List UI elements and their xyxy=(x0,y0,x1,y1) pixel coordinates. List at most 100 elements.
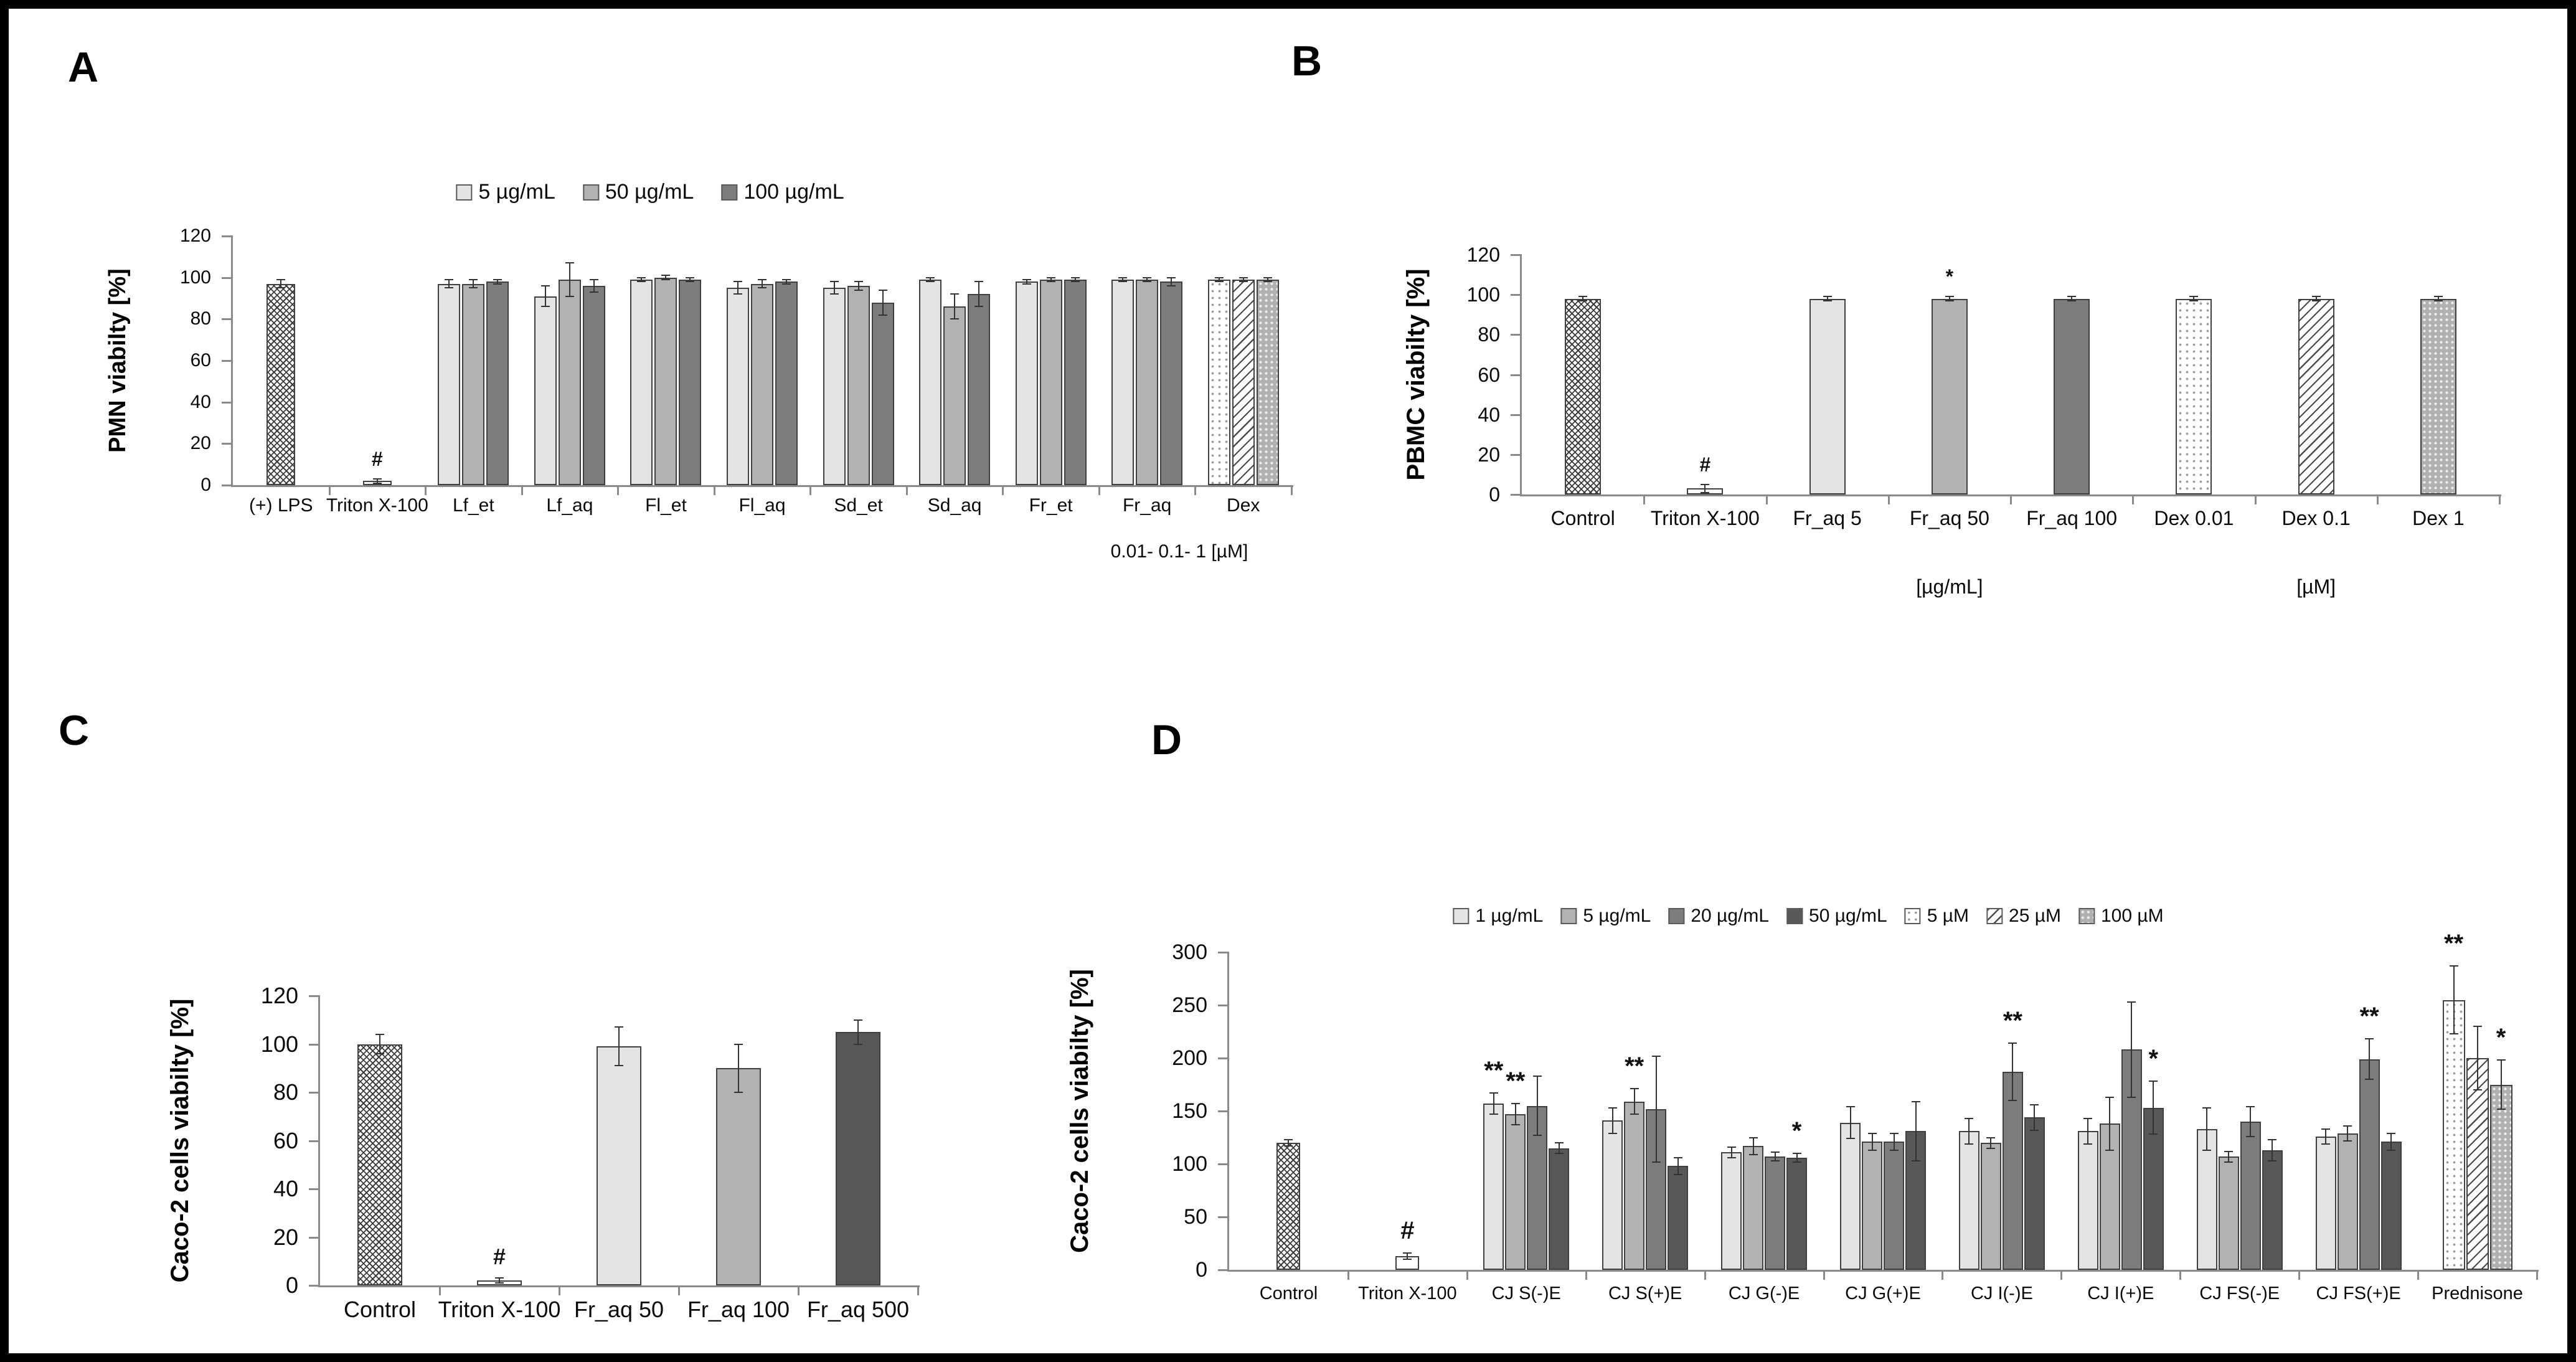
error-bar-cap xyxy=(878,289,887,291)
bar xyxy=(716,1068,761,1285)
sig-marker: ** xyxy=(2443,930,2464,958)
bar xyxy=(534,296,557,485)
x-tick-label: (+) LPS xyxy=(248,495,313,516)
error-bar-cap xyxy=(2083,1117,2093,1119)
bar xyxy=(267,283,296,485)
bar xyxy=(1483,1104,1504,1270)
error-bar-cap xyxy=(1651,1161,1661,1163)
x-axis-group-tick xyxy=(2010,494,2012,504)
bar xyxy=(1549,1148,1570,1270)
error-bar-cap xyxy=(1167,285,1176,286)
error-bar-cap xyxy=(1511,1124,1520,1126)
y-tick-label: 300 xyxy=(1172,940,1207,964)
legend-label: 100 µM xyxy=(2100,906,2164,926)
y-tick xyxy=(1511,334,1522,336)
legend-swatch xyxy=(1668,908,1685,924)
bar xyxy=(2077,1131,2098,1270)
error-bar xyxy=(930,277,932,282)
error-bar xyxy=(1536,1076,1538,1136)
bar xyxy=(1840,1122,1861,1270)
error-bar-cap xyxy=(661,279,671,280)
bar xyxy=(1765,1156,1786,1270)
x-axis-group-tick xyxy=(2179,1270,2182,1280)
bar xyxy=(1931,298,1968,494)
error-bar xyxy=(379,1034,380,1054)
error-bar xyxy=(2500,1060,2502,1109)
y-tick-label: 0 xyxy=(1196,1258,1207,1282)
error-bar xyxy=(1407,1252,1408,1259)
y-tick xyxy=(1511,453,1522,456)
error-bar xyxy=(2071,296,2073,301)
error-bar-cap xyxy=(615,1026,623,1028)
error-bar xyxy=(1774,1152,1776,1161)
y-tick-label: 80 xyxy=(1478,323,1500,346)
x-tick-label: Prednisone xyxy=(2432,1284,2523,1303)
x-tick-label: Dex 0.1 xyxy=(2281,507,2351,529)
error-bar xyxy=(2206,1107,2208,1150)
error-bar-cap xyxy=(1701,491,1710,493)
error-bar-cap xyxy=(2496,1108,2506,1110)
error-bar xyxy=(641,277,643,282)
error-bar xyxy=(1122,277,1124,282)
error-bar-cap xyxy=(2387,1132,2396,1134)
x-tick-label: CJ G(+)E xyxy=(1845,1284,1921,1303)
error-bar-cap xyxy=(1214,277,1224,278)
error-bar-cap xyxy=(2321,1128,2331,1130)
error-bar-cap xyxy=(854,281,863,283)
x-axis-group-tick xyxy=(439,1285,441,1295)
error-bar xyxy=(1514,1104,1516,1125)
error-bar xyxy=(665,275,667,280)
bar xyxy=(2176,298,2212,494)
sig-marker: # xyxy=(493,1244,506,1270)
error-bar xyxy=(499,1278,500,1284)
error-bar-cap xyxy=(1701,483,1710,485)
error-bar-cap xyxy=(2067,296,2077,298)
panel-c-letter: C xyxy=(59,707,90,754)
y-tick-label: 100 xyxy=(1466,283,1500,306)
bar xyxy=(1207,280,1230,485)
error-bar xyxy=(1218,277,1220,282)
y-tick xyxy=(309,1285,320,1287)
x-tick-label: Fr_aq 100 xyxy=(2026,507,2118,529)
sig-marker: # xyxy=(1699,453,1711,476)
error-bar-cap xyxy=(2449,1033,2458,1034)
error-bar-cap xyxy=(854,1019,862,1021)
x-tick-label: Dex xyxy=(1227,495,1260,516)
x-axis-group-tick xyxy=(2417,1270,2420,1280)
error-bar-cap xyxy=(1651,1055,1661,1057)
error-bar-cap xyxy=(1284,1138,1293,1140)
bar xyxy=(558,280,581,485)
error-bar-cap xyxy=(829,293,839,295)
panel-a-letter: A xyxy=(68,44,99,91)
error-bar-cap xyxy=(1511,1103,1520,1105)
x-axis-group-tick xyxy=(559,1285,560,1295)
error-bar-cap xyxy=(2321,1143,2331,1145)
error-bar xyxy=(1677,1157,1679,1175)
x-tick-label: Fr_aq 50 xyxy=(1909,507,1989,529)
error-bar-cap xyxy=(950,318,960,320)
error-bar-cap xyxy=(758,287,767,289)
error-bar xyxy=(2272,1139,2273,1161)
error-bar xyxy=(2390,1133,2392,1150)
y-tick xyxy=(222,277,233,279)
sig-marker: # xyxy=(371,448,383,470)
error-bar-cap xyxy=(589,291,598,293)
error-bar-cap xyxy=(2311,300,2321,301)
error-bar-cap xyxy=(1945,300,1954,301)
legend-swatch xyxy=(721,184,738,201)
error-bar-cap xyxy=(878,314,887,316)
error-bar xyxy=(857,281,859,290)
error-bar-cap xyxy=(2189,300,2199,301)
y-tick-label: 100 xyxy=(260,1031,298,1057)
x-axis xyxy=(1227,1270,2539,1272)
error-bar-cap xyxy=(950,293,960,295)
bar xyxy=(597,1046,641,1285)
error-bar xyxy=(2453,966,2455,1034)
bar xyxy=(871,302,894,485)
error-bar xyxy=(1730,1147,1732,1158)
bar xyxy=(751,283,773,485)
error-bar xyxy=(737,281,738,295)
error-bar-cap xyxy=(1608,1132,1617,1134)
bar xyxy=(1980,1143,2001,1270)
y-tick-label: 120 xyxy=(1466,244,1500,266)
